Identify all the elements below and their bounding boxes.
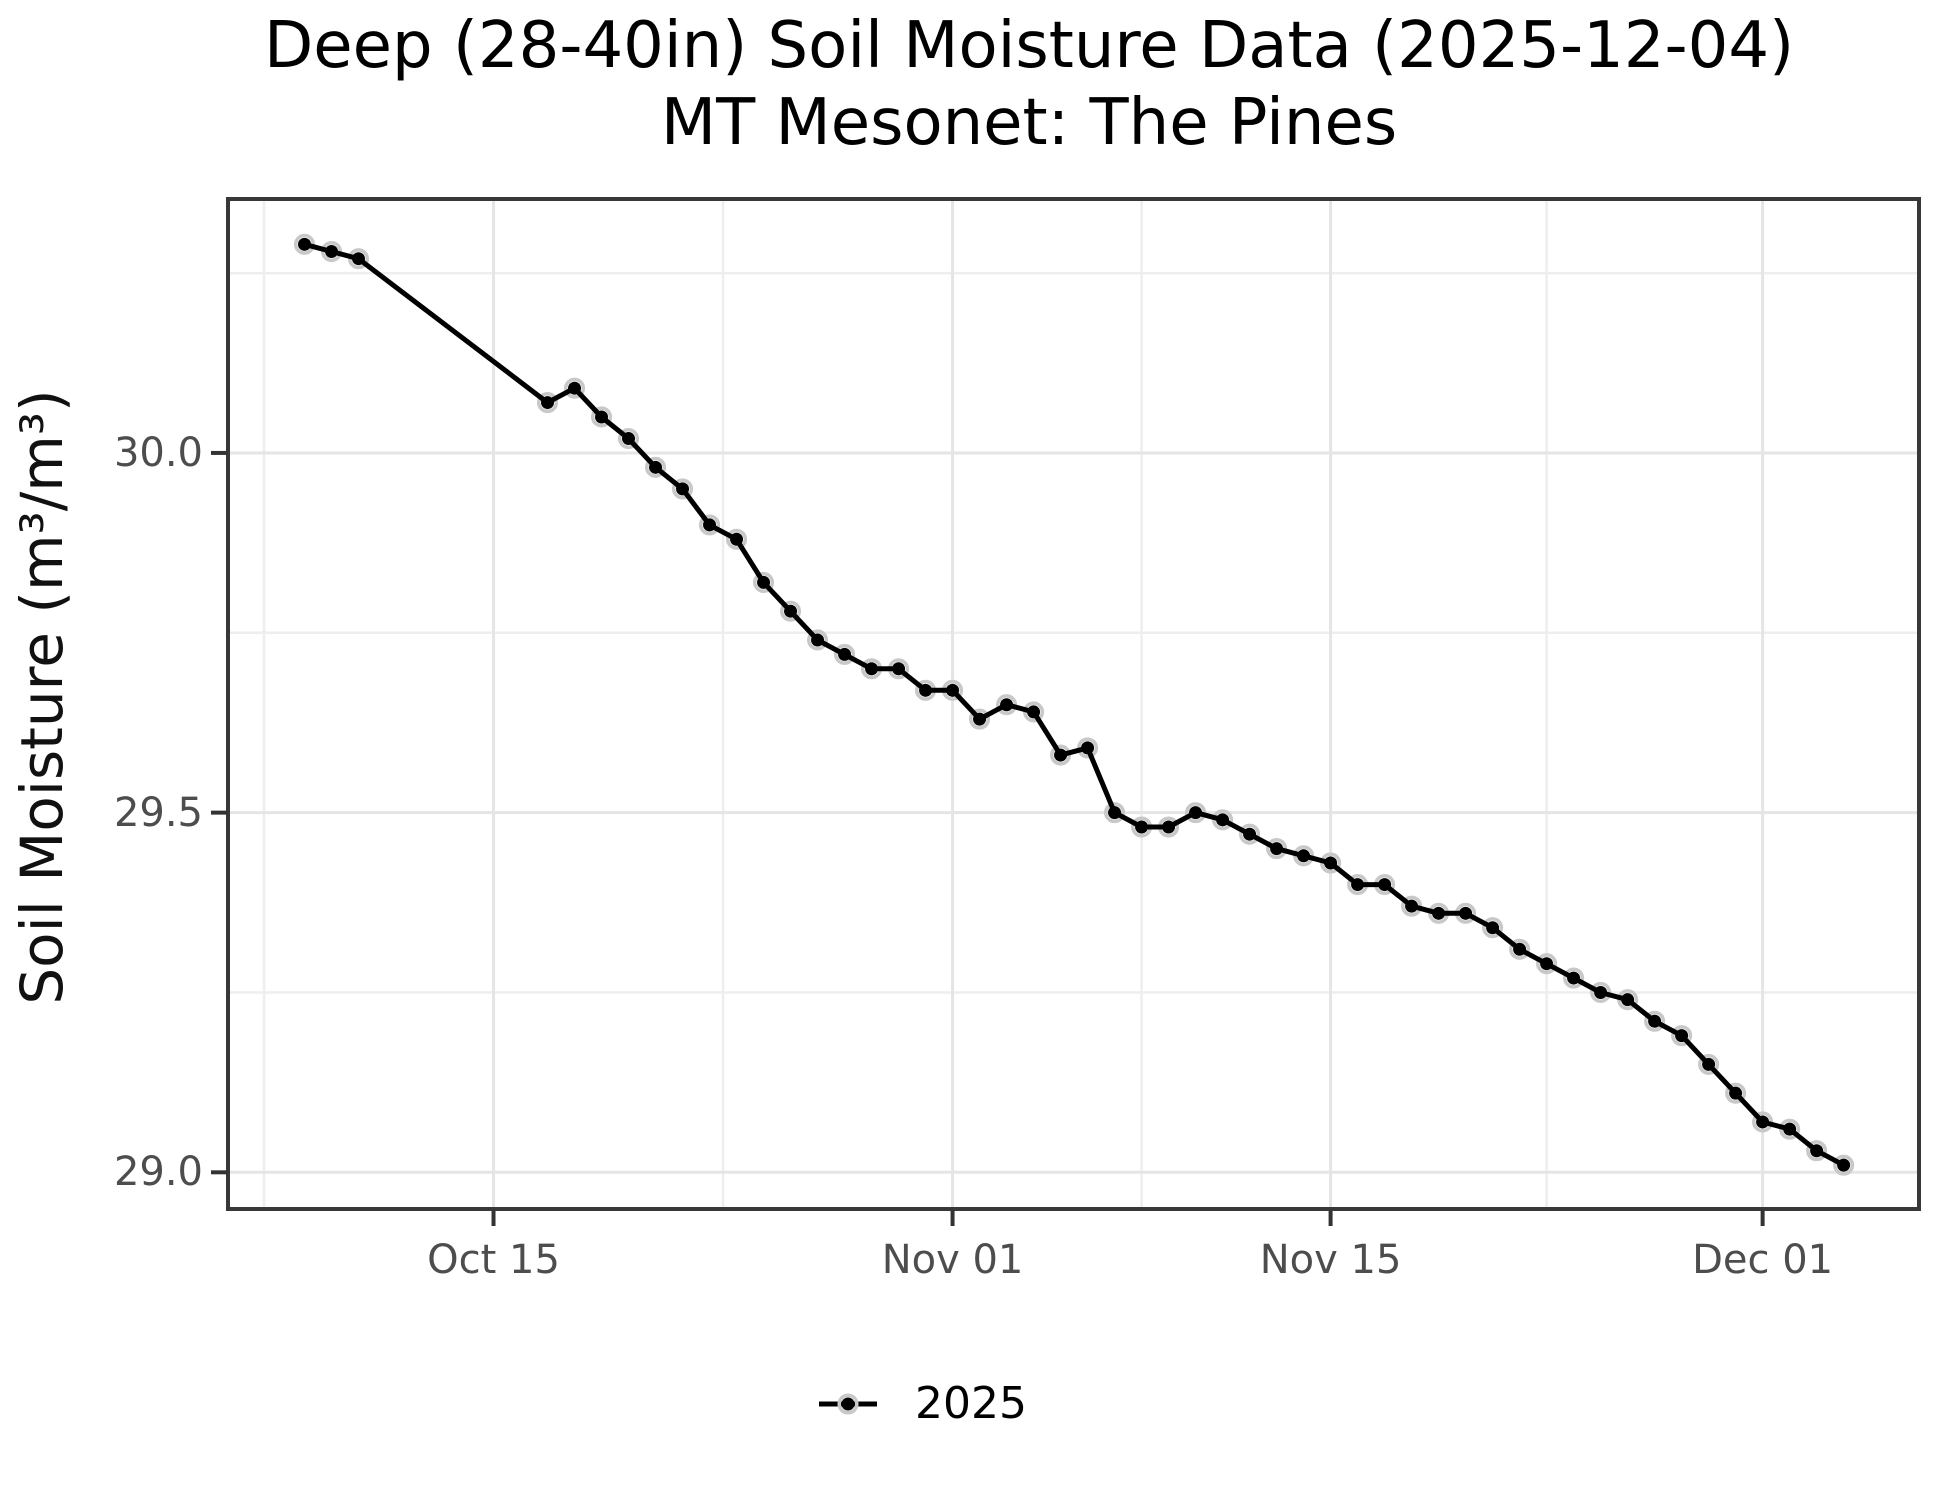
x-tick-label: Nov 01: [881, 1237, 1024, 1283]
data-point: [1054, 748, 1068, 762]
data-point: [946, 683, 960, 697]
data-point: [1594, 985, 1608, 999]
y-tick-label: 30.0: [113, 429, 203, 476]
data-point-halo: [1833, 1154, 1855, 1176]
data-point: [757, 575, 771, 589]
data-point-halo: [725, 528, 748, 550]
y-tick-label: 29.0: [113, 1149, 203, 1196]
data-point-halo: [1536, 953, 1558, 975]
data-point: [811, 633, 825, 647]
data-point-halo: [536, 392, 559, 414]
data-point: [595, 410, 609, 424]
data-point: [730, 532, 744, 546]
data-point: [1135, 820, 1149, 834]
chart-title-line1: Deep (28-40in) Soil Moisture Data (2025-…: [263, 9, 1795, 83]
data-line-2025: [303, 241, 1845, 1168]
data-point-halo: [1563, 967, 1585, 989]
data-point: [298, 237, 312, 251]
data-point: [919, 683, 933, 697]
data-point-halo: [1725, 1082, 1747, 1104]
data-point: [784, 604, 798, 618]
legend-label: 2025: [915, 1378, 1027, 1429]
legend-key-marker: [819, 1392, 877, 1415]
data-point: [1675, 1029, 1689, 1043]
data-point: [1216, 813, 1230, 827]
data-point: [838, 647, 852, 661]
x-tick-label: Oct 15: [427, 1237, 560, 1283]
data-point: [1756, 1115, 1770, 1129]
data-point: [568, 381, 582, 395]
data-point: [1270, 842, 1284, 856]
data-point: [1810, 1144, 1824, 1158]
data-point: [541, 396, 555, 410]
data-point: [649, 460, 663, 474]
data-point: [1189, 806, 1203, 820]
data-point-halo: [969, 708, 991, 730]
data-point-halo: [779, 600, 802, 622]
data-point: [1351, 878, 1365, 892]
data-point: [1540, 957, 1554, 971]
data-point-halo: [1644, 1010, 1666, 1032]
data-point: [1243, 827, 1257, 841]
data-point-halo: [1104, 802, 1126, 824]
data-point-halo: [671, 478, 694, 500]
data-point: [865, 662, 879, 676]
data-point-halo: [617, 428, 640, 450]
data-point-halo: [1698, 1053, 1720, 1075]
data-point: [622, 432, 636, 446]
data-point-halo: [806, 629, 829, 651]
data-point: [1378, 878, 1392, 892]
data-point: [1324, 856, 1338, 870]
data-point: [1297, 849, 1311, 863]
data-point-halo: [590, 406, 613, 428]
x-tick-label: Dec 01: [1692, 1237, 1834, 1283]
data-point-halo: [1806, 1140, 1828, 1162]
data-point: [325, 245, 339, 259]
data-point: [1783, 1122, 1797, 1136]
data-point: [1567, 971, 1581, 985]
data-point: [1702, 1057, 1716, 1071]
data-point-halo: [752, 571, 775, 593]
data-point: [676, 482, 690, 496]
data-point: [1081, 741, 1095, 755]
chart-title-line2: MT Mesonet: The Pines: [660, 86, 1398, 160]
data-point: [1648, 1014, 1662, 1028]
data-point: [1000, 698, 1014, 712]
data-point-halo: [1671, 1025, 1693, 1047]
data-point-halo: [563, 377, 586, 399]
data-point: [1837, 1158, 1851, 1172]
data-point-halo: [644, 456, 667, 478]
data-point-halo: [1239, 823, 1261, 845]
data-point: [1027, 705, 1041, 719]
chart-title: Deep (28-40in) Soil Moisture Data (2025-…: [264, 8, 1794, 162]
data-point: [1108, 806, 1122, 820]
data-point: [1432, 906, 1446, 920]
data-point-halo: [698, 514, 721, 536]
x-tick-label: Nov 15: [1259, 1237, 1402, 1283]
data-point: [973, 712, 987, 726]
data-point: [1162, 820, 1176, 834]
data-point: [1459, 906, 1473, 920]
data-point: [892, 662, 906, 676]
data-point-halo: [833, 643, 856, 665]
data-point: [1405, 899, 1419, 913]
data-point: [1621, 993, 1635, 1007]
data-point-halo: [1509, 938, 1531, 960]
data-point-halo: [1482, 917, 1504, 939]
data-point: [1486, 921, 1500, 935]
data-point: [352, 252, 366, 266]
legend: 2025: [818, 1378, 1027, 1429]
data-point: [1513, 942, 1527, 956]
panel-border: [226, 197, 1921, 1211]
data-point: [1729, 1086, 1743, 1100]
y-tick-label: 29.5: [113, 789, 203, 836]
data-point: [703, 518, 717, 532]
